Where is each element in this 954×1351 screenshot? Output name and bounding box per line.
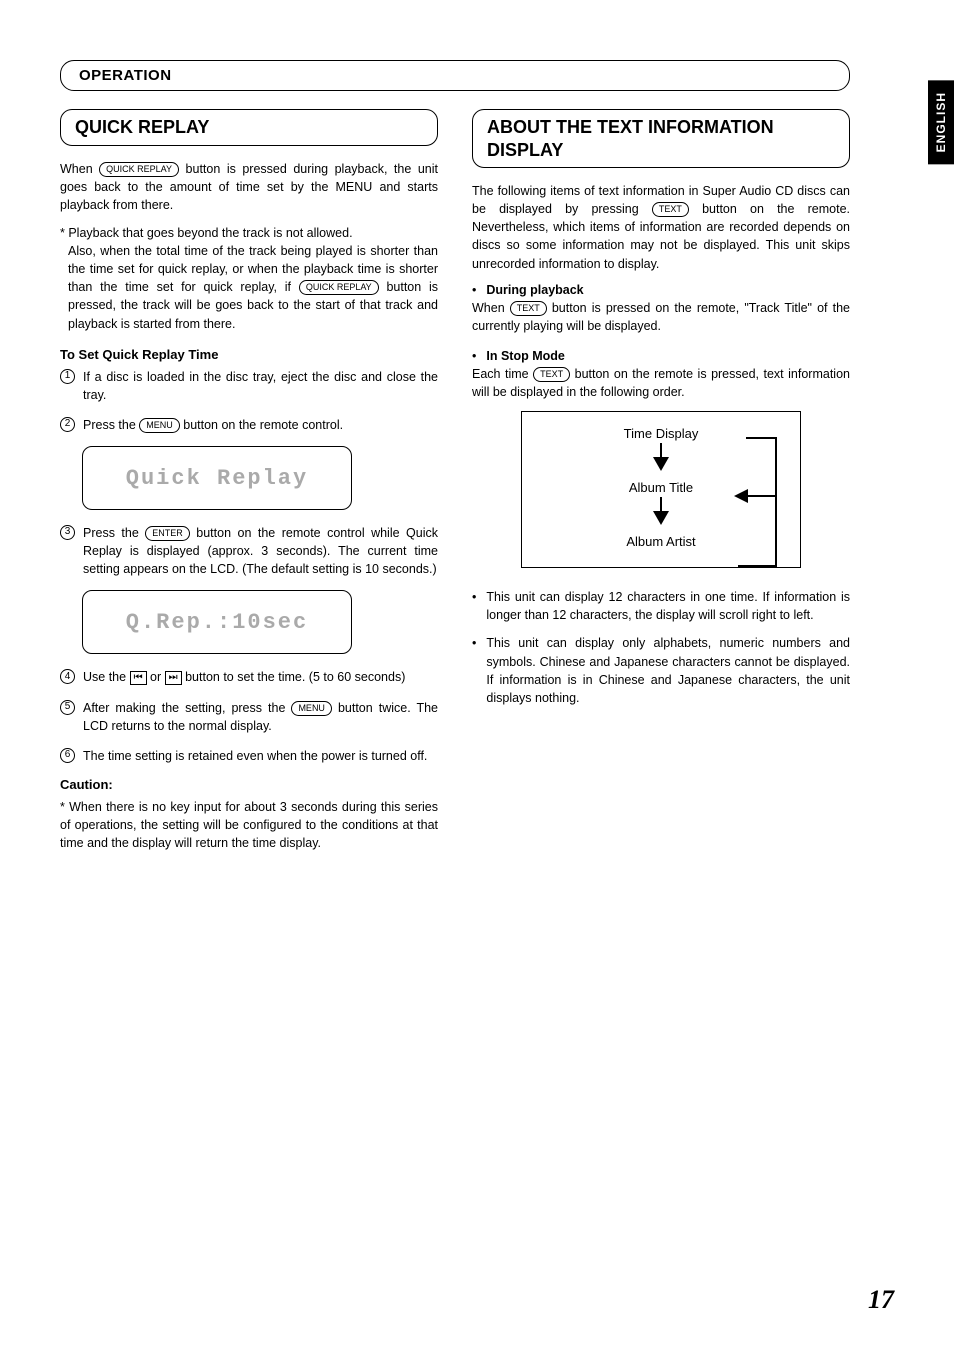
qr-intro: When QUICK REPLAY button is pressed duri… (60, 160, 438, 214)
stop-mode-row: In Stop Mode (472, 349, 850, 363)
qr-steps: 1 If a disc is loaded in the disc tray, … (60, 368, 438, 434)
quick-replay-button-label-2: QUICK REPLAY (299, 280, 379, 295)
ti-intro: The following items of text information … (472, 182, 850, 273)
quick-replay-button-label: QUICK REPLAY (99, 162, 179, 177)
qr-steps-3: 4 Use the ⏮ or ⏭ button to set the time.… (60, 668, 438, 765)
step-num-3: 3 (60, 525, 75, 540)
flow-node-album-artist: Album Artist (581, 534, 741, 549)
caution-body: * When there is no key input for about 3… (60, 798, 438, 852)
step-3: 3 Press the ENTER button on the remote c… (60, 524, 438, 578)
page-number: 17 (868, 1285, 894, 1315)
step-num-1: 1 (60, 369, 75, 384)
qr-note: * Playback that goes beyond the track is… (60, 224, 438, 333)
ti-bullets: This unit can display 12 characters in o… (472, 588, 850, 707)
right-column: ABOUT THE TEXT INFORMATION DISPLAY The f… (472, 109, 850, 862)
step-5: 5 After making the setting, press the ME… (60, 699, 438, 735)
flow-node-time: Time Display (581, 426, 741, 441)
text-button-label-3: TEXT (533, 367, 570, 382)
lcd-quick-replay: Quick Replay (82, 446, 352, 510)
qr-steps-2: 3 Press the ENTER button on the remote c… (60, 524, 438, 578)
flow-return-arrow (732, 432, 782, 572)
lcd-qrep-10sec: Q.Rep.:10sec (82, 590, 352, 654)
menu-button-label: MENU (139, 418, 180, 433)
step-num-6: 6 (60, 748, 75, 763)
step-1: 1 If a disc is loaded in the disc tray, … (60, 368, 438, 404)
operation-header: OPERATION (60, 60, 850, 91)
step-num-5: 5 (60, 700, 75, 715)
operation-header-text: OPERATION (79, 67, 172, 84)
step-num-2: 2 (60, 417, 75, 432)
step-num-4: 4 (60, 669, 75, 684)
text-button-label-2: TEXT (510, 301, 547, 316)
language-tab: ENGLISH (928, 80, 954, 164)
enter-button-label: ENTER (145, 526, 190, 541)
text-info-title: ABOUT THE TEXT INFORMATION DISPLAY (472, 109, 850, 168)
during-playback-row: During playback (472, 283, 850, 297)
quick-replay-title: QUICK REPLAY (60, 109, 438, 146)
step-6: 6 The time setting is retained even when… (60, 747, 438, 765)
text-button-label: TEXT (652, 202, 689, 217)
caution-heading: Caution: (60, 777, 438, 792)
flow-node-album-title: Album Title (581, 480, 741, 495)
during-playback-body: When TEXT button is pressed on the remot… (472, 299, 850, 335)
step-4: 4 Use the ⏮ or ⏭ button to set the time.… (60, 668, 438, 686)
set-qr-time-heading: To Set Quick Replay Time (60, 347, 438, 362)
flow-diagram: Time Display Album Title Album Artist (521, 411, 801, 568)
menu-button-label-2: MENU (291, 701, 332, 716)
step-2: 2 Press the MENU button on the remote co… (60, 416, 438, 434)
ti-bullet-2: This unit can display only alphabets, nu… (472, 634, 850, 707)
stop-mode-body: Each time TEXT button on the remote is p… (472, 365, 850, 401)
next-track-icon: ⏭ (165, 671, 182, 685)
ti-bullet-1: This unit can display 12 characters in o… (472, 588, 850, 624)
left-column: QUICK REPLAY When QUICK REPLAY button is… (60, 109, 438, 862)
prev-track-icon: ⏮ (130, 671, 147, 685)
